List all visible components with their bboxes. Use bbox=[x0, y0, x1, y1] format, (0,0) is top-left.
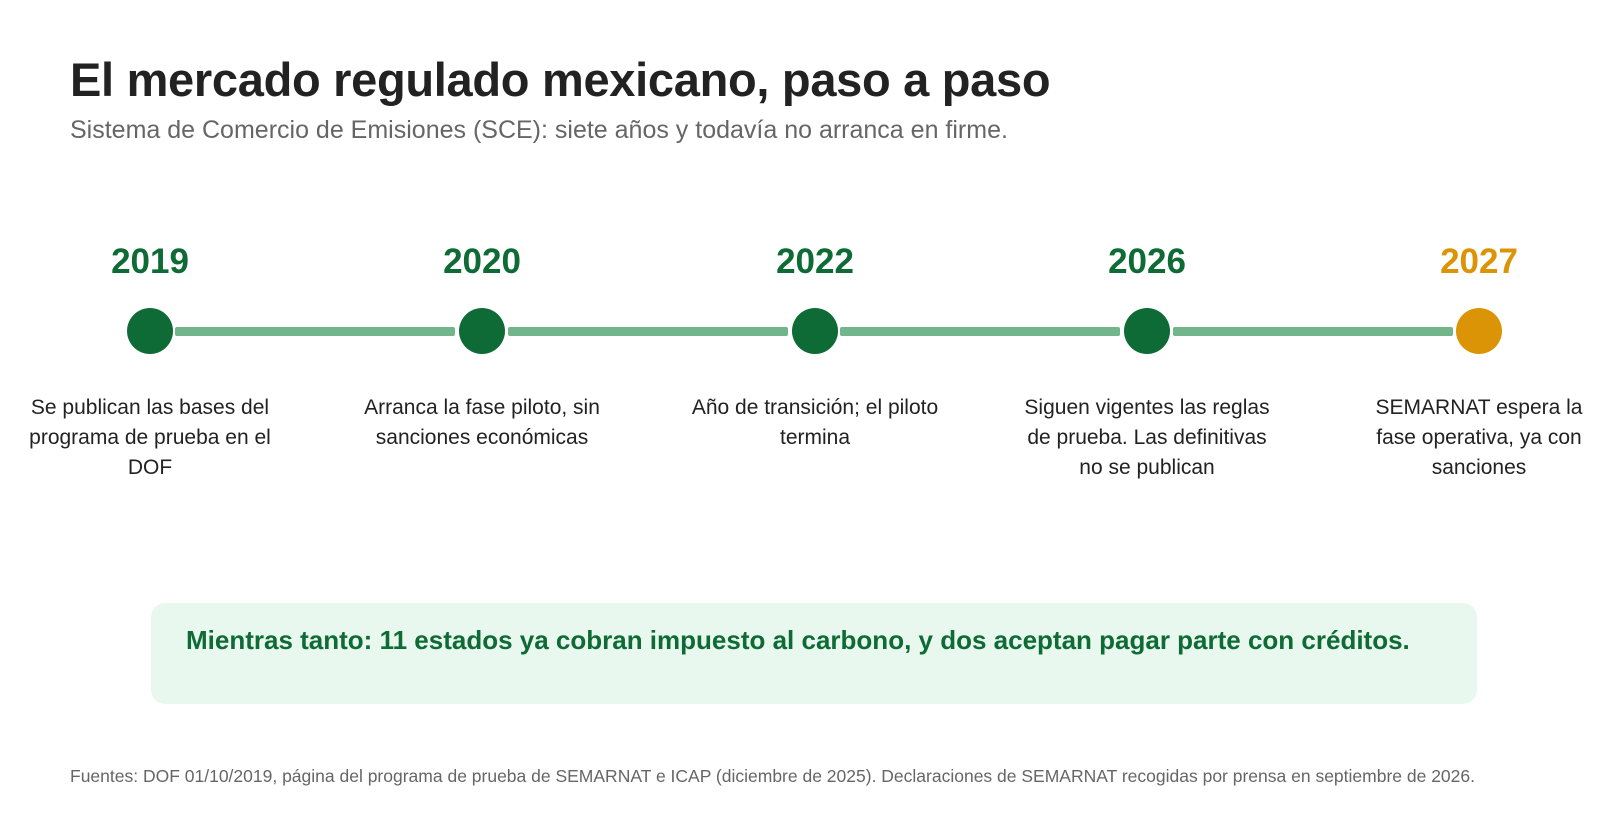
timeline-year: 2020 bbox=[443, 242, 521, 281]
timeline-year: 2022 bbox=[776, 242, 854, 281]
timeline-year-future: 2027 bbox=[1440, 242, 1518, 281]
timeline-node bbox=[459, 308, 505, 354]
timeline-description: Año de transición; el piloto termina bbox=[691, 396, 939, 449]
timeline: 2019 Se publican las bases del programa … bbox=[29, 242, 1583, 479]
timeline-description: Siguen vigentes las reglas de prueba. La… bbox=[1024, 396, 1270, 479]
page-title: El mercado regulado mexicano, paso a pas… bbox=[70, 53, 1051, 106]
sources-footer: Fuentes: DOF 01/10/2019, página del prog… bbox=[70, 766, 1475, 786]
timeline-connector bbox=[1173, 327, 1453, 336]
callout-box: Mientras tanto: 11 estados ya cobran imp… bbox=[151, 603, 1477, 704]
page-subtitle: Sistema de Comercio de Emisiones (SCE): … bbox=[70, 116, 1008, 144]
timeline-node bbox=[127, 308, 173, 354]
timeline-connector bbox=[175, 327, 455, 336]
timeline-description: Arranca la fase piloto, sin sanciones ec… bbox=[364, 396, 600, 449]
timeline-year: 2019 bbox=[111, 242, 189, 281]
timeline-year: 2026 bbox=[1108, 242, 1186, 281]
timeline-node bbox=[1124, 308, 1170, 354]
timeline-description: Se publican las bases del programa de pr… bbox=[29, 396, 271, 479]
timeline-connector bbox=[508, 327, 788, 336]
timeline-node bbox=[792, 308, 838, 354]
timeline-description: SEMARNAT espera la fase operativa, ya co… bbox=[1375, 396, 1583, 479]
timeline-connector bbox=[840, 327, 1120, 336]
timeline-node-future bbox=[1456, 308, 1502, 354]
callout-text: Mientras tanto: 11 estados ya cobran imp… bbox=[186, 625, 1410, 655]
